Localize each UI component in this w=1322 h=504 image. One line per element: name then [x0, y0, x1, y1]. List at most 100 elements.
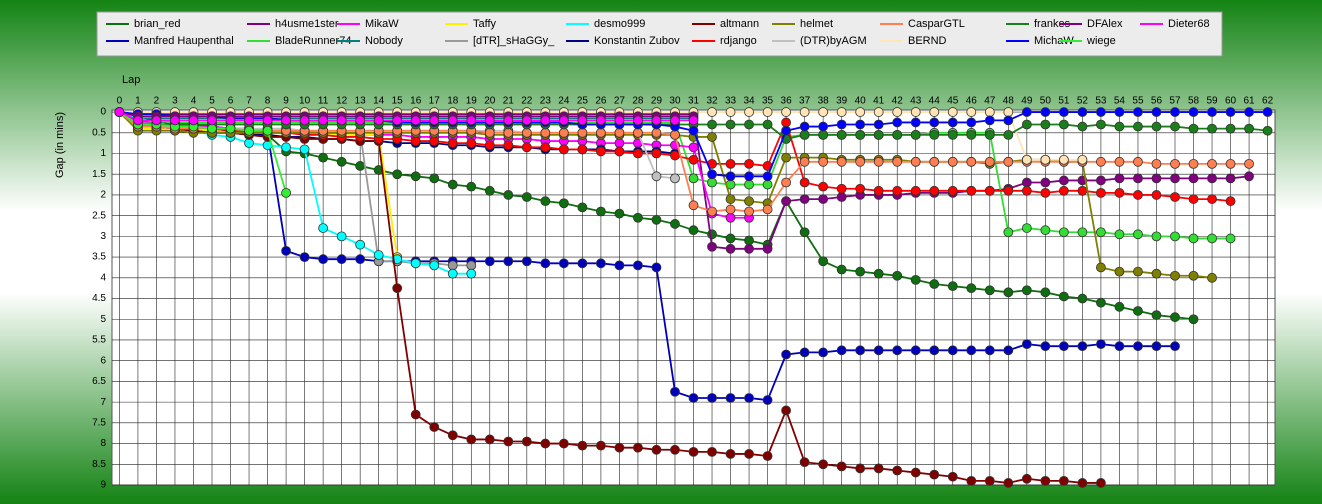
data-point: [910, 185, 921, 196]
data-point: [318, 152, 329, 163]
data-point: [836, 345, 847, 356]
data-point: [984, 345, 995, 356]
data-point: [558, 127, 569, 138]
data-point: [984, 129, 995, 140]
x-axis-title: Lap: [122, 74, 140, 86]
data-point: [744, 171, 754, 182]
data-point: [984, 156, 995, 167]
data-point: [892, 156, 903, 167]
data-point: [1114, 121, 1125, 132]
data-point: [558, 438, 569, 449]
x-tick-label: 3: [172, 96, 178, 107]
x-tick-label: 61: [1244, 96, 1256, 107]
legend-label: DFAlex: [1087, 18, 1123, 30]
data-point: [651, 115, 662, 126]
x-tick-label: 47: [984, 96, 996, 107]
data-point: [336, 231, 347, 242]
data-point: [484, 256, 495, 267]
data-point: [855, 183, 866, 194]
data-point: [836, 129, 847, 140]
data-point: [503, 115, 514, 126]
data-point: [1133, 121, 1143, 132]
data-point: [596, 127, 606, 138]
data-point: [336, 156, 347, 167]
data-point: [688, 125, 699, 136]
data-point: [318, 223, 329, 233]
x-tick-label: 38: [818, 96, 830, 107]
data-point: [651, 127, 662, 138]
data-point: [892, 345, 903, 356]
data-point: [392, 115, 403, 126]
data-point: [1114, 229, 1125, 240]
data-point: [799, 347, 810, 358]
data-point: [1096, 478, 1106, 488]
data-point: [670, 444, 680, 455]
data-point: [651, 148, 662, 159]
data-point: [1021, 185, 1032, 196]
data-point: [947, 185, 958, 196]
legend-label: altmann: [720, 18, 759, 30]
data-point: [1021, 223, 1032, 233]
data-point: [133, 115, 143, 126]
data-point: [725, 204, 736, 215]
data-point: [1133, 156, 1143, 167]
data-point: [1244, 123, 1254, 134]
data-point: [1096, 187, 1106, 198]
data-point: [744, 243, 754, 254]
x-tick-label: 8: [265, 96, 271, 107]
data-point: [929, 107, 940, 117]
data-point: [633, 148, 643, 159]
data-point: [1133, 107, 1143, 117]
data-point: [725, 449, 736, 459]
data-point: [299, 144, 310, 155]
data-point: [355, 239, 366, 250]
data-point: [873, 156, 884, 167]
y-tick-label: 2: [100, 190, 106, 201]
data-point: [781, 405, 791, 416]
data-point: [1040, 287, 1051, 298]
data-point: [1114, 173, 1125, 184]
x-tick-label: 9: [283, 96, 289, 107]
data-point: [1114, 266, 1125, 277]
data-point: [688, 225, 699, 236]
data-point: [670, 173, 680, 184]
data-point: [929, 345, 940, 356]
data-point: [1077, 341, 1088, 352]
x-tick-label: 27: [614, 96, 626, 107]
data-point: [447, 115, 458, 126]
y-tick-label: 1.5: [92, 169, 106, 180]
data-point: [466, 115, 477, 126]
data-point: [1188, 314, 1199, 325]
data-point: [1151, 121, 1162, 132]
data-point: [244, 115, 254, 126]
data-point: [1188, 270, 1199, 281]
data-point: [577, 202, 588, 213]
data-point: [281, 115, 291, 126]
data-point: [1151, 190, 1162, 200]
data-point: [1133, 341, 1143, 352]
data-point: [1170, 231, 1180, 242]
data-point: [1244, 107, 1254, 117]
data-point: [392, 169, 403, 180]
data-point: [670, 219, 680, 229]
data-point: [892, 107, 903, 117]
data-point: [429, 260, 440, 271]
data-point: [1114, 187, 1125, 198]
data-point: [596, 146, 606, 157]
data-point: [1225, 196, 1236, 207]
data-point: [503, 436, 514, 447]
data-point: [1151, 173, 1162, 184]
data-point: [1003, 185, 1014, 196]
data-point: [910, 274, 921, 285]
data-point: [225, 115, 236, 126]
y-tick-label: 8: [100, 438, 106, 449]
data-point: [1058, 291, 1069, 302]
data-point: [410, 136, 421, 146]
data-point: [1244, 171, 1254, 182]
data-point: [725, 107, 736, 117]
data-point: [707, 446, 717, 457]
data-point: [633, 442, 643, 453]
x-tick-label: 4: [191, 96, 197, 107]
data-point: [503, 140, 514, 151]
data-point: [1151, 341, 1162, 352]
